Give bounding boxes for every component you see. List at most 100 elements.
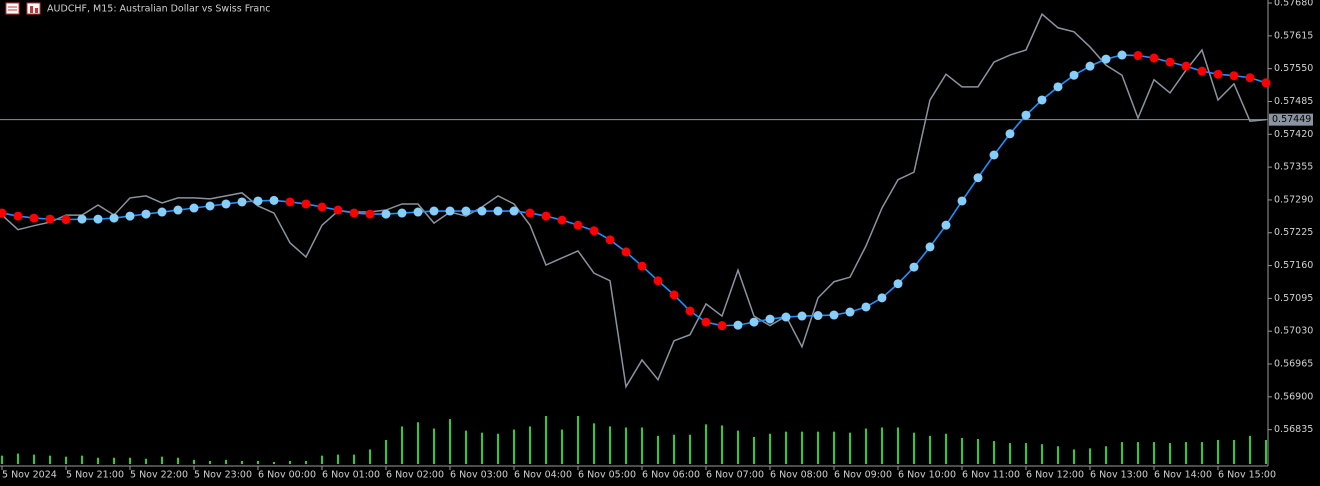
- x-tick-label: 5 Nov 21:00: [66, 470, 124, 481]
- volume-bar: [1057, 446, 1059, 464]
- indicator-dot: [1133, 51, 1143, 61]
- x-tick-label: 6 Nov 13:00: [1090, 470, 1148, 481]
- volume-bar: [369, 449, 371, 464]
- indicator-dot: [509, 206, 519, 216]
- volume-bar: [177, 457, 179, 464]
- x-tick-label: 6 Nov 03:00: [450, 470, 508, 481]
- indicator-dot: [973, 173, 983, 183]
- y-tick-label: 0.56900: [1274, 391, 1313, 402]
- indicator-dot: [77, 214, 87, 224]
- indicator-dot: [493, 206, 503, 216]
- indicator-dot: [925, 242, 935, 252]
- y-tick-label: 0.57680: [1274, 0, 1313, 9]
- volume-bar: [593, 423, 595, 464]
- volume-bar: [545, 416, 547, 464]
- indicator-dot: [861, 302, 871, 312]
- indicator-dot: [1261, 78, 1271, 88]
- volume-bar: [1105, 446, 1107, 464]
- indicator-dot: [301, 199, 311, 209]
- volume-bar: [273, 461, 275, 464]
- indicator-dot: [1229, 71, 1239, 81]
- indicator-dot: [1005, 129, 1015, 139]
- x-tick-label: 6 Nov 02:00: [386, 470, 444, 481]
- indicator-dot: [413, 207, 423, 217]
- indicator-dot: [477, 206, 487, 216]
- x-tick-label: 6 Nov 14:00: [1154, 470, 1212, 481]
- volume-bar: [1041, 444, 1043, 464]
- volume-bar: [305, 460, 307, 464]
- x-tick-label: 6 Nov 11:00: [962, 470, 1020, 481]
- indicator-dot: [845, 307, 855, 317]
- x-tick-label: 6 Nov 07:00: [706, 470, 764, 481]
- volume-bar: [673, 434, 675, 464]
- indicator-dot: [1181, 61, 1191, 71]
- indicator-dot: [381, 209, 391, 219]
- indicator-dot: [285, 197, 295, 207]
- indicator-dot: [1197, 66, 1207, 76]
- volume-bar: [689, 434, 691, 464]
- indicator-dot: [733, 320, 743, 330]
- volume-bar: [1185, 442, 1187, 464]
- volume-bar: [577, 416, 579, 464]
- indicator-dot: [749, 317, 759, 327]
- volume-bar: [753, 436, 755, 464]
- volume-bar: [1201, 442, 1203, 464]
- indicator-dot: [637, 261, 647, 271]
- indicator-dot: [109, 213, 119, 223]
- indicator-dot: [237, 197, 247, 207]
- x-tick-label: 6 Nov 10:00: [898, 470, 956, 481]
- volume-bar: [769, 433, 771, 464]
- volume-bar: [433, 428, 435, 464]
- volume-bar: [849, 432, 851, 464]
- y-tick-label: 0.57550: [1274, 63, 1313, 74]
- x-tick-label: 6 Nov 05:00: [578, 470, 636, 481]
- x-tick-label: 6 Nov 08:00: [770, 470, 828, 481]
- indicator-dot: [813, 311, 823, 321]
- indicator-dot: [669, 290, 679, 300]
- y-tick-label: 0.57095: [1274, 293, 1313, 304]
- indicator-dot: [333, 205, 343, 215]
- indicator-dot: [365, 209, 375, 219]
- y-tick-label: 0.56835: [1274, 424, 1313, 435]
- indicator-dot: [1021, 110, 1031, 120]
- indicator-dot: [269, 195, 279, 205]
- volume-bar: [337, 454, 339, 464]
- indicator-dot: [893, 279, 903, 289]
- indicator-dot: [717, 321, 727, 331]
- indicator-dot: [605, 235, 615, 245]
- volume-bar: [913, 432, 915, 464]
- volume-bar: [945, 433, 947, 464]
- volume-bar: [705, 424, 707, 464]
- volume-bar: [929, 435, 931, 464]
- x-tick-label: 6 Nov 00:00: [258, 470, 316, 481]
- volume-bar: [977, 438, 979, 464]
- indicator-dot: [957, 196, 967, 206]
- icon-bar: [35, 8, 38, 13]
- indicator-dot: [173, 205, 183, 215]
- indicator-dot: [461, 206, 471, 216]
- volume-bar: [1137, 442, 1139, 464]
- volume-bar: [65, 456, 67, 464]
- indicator-dot: [877, 293, 887, 303]
- x-tick-label: 6 Nov 15:00: [1218, 470, 1276, 481]
- indicator-dot: [157, 207, 167, 217]
- volume-bar: [417, 422, 419, 464]
- indicator-dot: [317, 202, 327, 212]
- indicator-dot: [829, 310, 839, 320]
- volume-bar: [1153, 442, 1155, 464]
- volume-bar: [657, 435, 659, 464]
- indicator-dot: [1245, 73, 1255, 83]
- volume-bar: [1073, 449, 1075, 464]
- indicator-dot: [253, 196, 263, 206]
- y-tick-label: 0.56965: [1274, 359, 1313, 370]
- volume-bar: [81, 455, 83, 464]
- indicator-dot: [1085, 61, 1095, 71]
- x-tick-label: 6 Nov 04:00: [514, 470, 572, 481]
- current-price-box: [1269, 113, 1313, 126]
- indicator-dot: [589, 226, 599, 236]
- volume-bar: [401, 426, 403, 464]
- volume-bar: [1265, 440, 1267, 464]
